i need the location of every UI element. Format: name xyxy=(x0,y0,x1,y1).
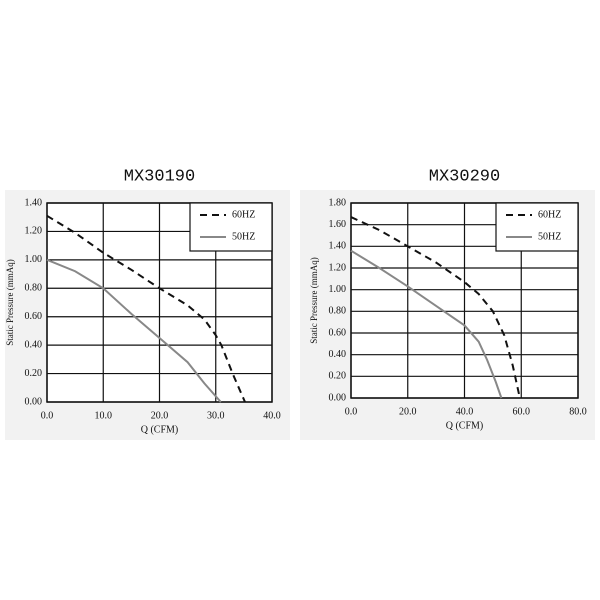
data-line xyxy=(46,258,222,403)
x-tick-label: 60.0 xyxy=(513,406,531,417)
x-tick-label: 40.0 xyxy=(263,410,281,421)
x-tick-label: 20.0 xyxy=(151,410,169,421)
x-tick-label: 20.0 xyxy=(399,406,417,417)
y-tick-label: 0.20 xyxy=(329,371,347,382)
legend-label: 50HZ xyxy=(232,231,255,242)
y-tick-label: 1.20 xyxy=(329,262,347,273)
x-tick-label: 0.0 xyxy=(345,406,358,417)
x-tick-label: 30.0 xyxy=(207,410,225,421)
y-tick-label: 1.40 xyxy=(25,197,43,208)
x-axis-label: Q (CFM) xyxy=(446,420,484,431)
y-tick-label: 0.40 xyxy=(329,349,347,360)
y-tick-label: 0.80 xyxy=(25,283,43,294)
data-line xyxy=(350,249,503,399)
x-tick-label: 80.0 xyxy=(569,406,587,417)
y-tick-label: 1.00 xyxy=(25,254,43,265)
y-axis-label: Static Pressure (mmAq) xyxy=(309,257,319,343)
y-tick-label: 1.00 xyxy=(329,284,347,295)
y-axis-label: Static Pressure (mmAq) xyxy=(5,259,15,345)
x-tick-label: 40.0 xyxy=(456,406,474,417)
y-tick-label: 0.60 xyxy=(25,311,43,322)
chart-title: MX30290 xyxy=(429,167,500,186)
x-tick-label: 10.0 xyxy=(95,410,113,421)
data-line xyxy=(46,214,246,403)
legend-box xyxy=(189,202,273,252)
y-tick-label: 0.00 xyxy=(329,392,347,403)
legend-label: 60HZ xyxy=(538,209,561,220)
y-tick-label: 0.60 xyxy=(329,327,347,338)
legend-box xyxy=(495,202,579,252)
y-tick-label: 0.00 xyxy=(25,396,43,407)
legend-label: 50HZ xyxy=(538,231,561,242)
y-tick-label: 1.20 xyxy=(25,226,43,237)
chart-title: MX30190 xyxy=(124,167,195,186)
y-tick-label: 0.80 xyxy=(329,306,347,317)
y-tick-label: 1.60 xyxy=(329,219,347,230)
x-tick-label: 0.0 xyxy=(41,410,54,421)
y-tick-label: 1.80 xyxy=(329,197,347,208)
y-tick-label: 1.40 xyxy=(329,241,347,252)
y-tick-label: 0.20 xyxy=(25,368,43,379)
y-tick-label: 0.40 xyxy=(25,339,43,350)
legend-label: 60HZ xyxy=(232,209,255,220)
x-axis-label: Q (CFM) xyxy=(141,424,179,435)
